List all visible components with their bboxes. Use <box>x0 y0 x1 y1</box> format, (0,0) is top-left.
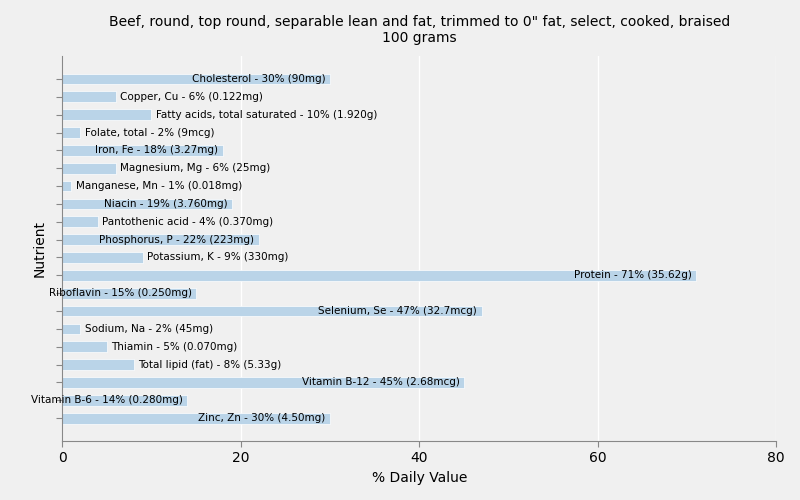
Bar <box>62 180 71 192</box>
Bar <box>62 413 330 424</box>
Text: Thiamin - 5% (0.070mg): Thiamin - 5% (0.070mg) <box>111 342 238 352</box>
Text: Potassium, K - 9% (330mg): Potassium, K - 9% (330mg) <box>147 252 289 262</box>
X-axis label: % Daily Value: % Daily Value <box>371 471 467 485</box>
Bar <box>62 306 482 316</box>
Text: Magnesium, Mg - 6% (25mg): Magnesium, Mg - 6% (25mg) <box>120 163 270 173</box>
Bar <box>62 270 696 280</box>
Text: Pantothenic acid - 4% (0.370mg): Pantothenic acid - 4% (0.370mg) <box>102 217 274 227</box>
Text: Selenium, Se - 47% (32.7mcg): Selenium, Se - 47% (32.7mcg) <box>318 306 478 316</box>
Bar <box>62 288 196 298</box>
Text: Fatty acids, total saturated - 10% (1.920g): Fatty acids, total saturated - 10% (1.92… <box>156 110 378 120</box>
Y-axis label: Nutrient: Nutrient <box>32 220 46 277</box>
Bar <box>62 252 142 263</box>
Bar <box>62 324 80 334</box>
Text: Vitamin B-6 - 14% (0.280mg): Vitamin B-6 - 14% (0.280mg) <box>31 396 182 406</box>
Bar <box>62 234 258 245</box>
Bar <box>62 395 187 406</box>
Text: Niacin - 19% (3.760mg): Niacin - 19% (3.760mg) <box>104 199 227 209</box>
Bar <box>62 92 116 102</box>
Title: Beef, round, top round, separable lean and fat, trimmed to 0" fat, select, cooke: Beef, round, top round, separable lean a… <box>109 15 730 45</box>
Text: Vitamin B-12 - 45% (2.68mcg): Vitamin B-12 - 45% (2.68mcg) <box>302 378 459 388</box>
Text: Total lipid (fat) - 8% (5.33g): Total lipid (fat) - 8% (5.33g) <box>138 360 282 370</box>
Text: Cholesterol - 30% (90mg): Cholesterol - 30% (90mg) <box>192 74 326 84</box>
Bar <box>62 360 134 370</box>
Text: Manganese, Mn - 1% (0.018mg): Manganese, Mn - 1% (0.018mg) <box>76 181 242 191</box>
Text: Phosphorus, P - 22% (223mg): Phosphorus, P - 22% (223mg) <box>99 234 254 244</box>
Bar <box>62 145 223 156</box>
Bar <box>62 74 330 85</box>
Bar <box>62 110 151 120</box>
Bar <box>62 163 116 173</box>
Bar <box>62 377 464 388</box>
Text: Folate, total - 2% (9mcg): Folate, total - 2% (9mcg) <box>85 128 214 138</box>
Bar <box>62 216 98 227</box>
Text: Riboflavin - 15% (0.250mg): Riboflavin - 15% (0.250mg) <box>49 288 192 298</box>
Text: Protein - 71% (35.62g): Protein - 71% (35.62g) <box>574 270 691 280</box>
Bar <box>62 342 107 352</box>
Text: Iron, Fe - 18% (3.27mg): Iron, Fe - 18% (3.27mg) <box>95 146 218 156</box>
Text: Copper, Cu - 6% (0.122mg): Copper, Cu - 6% (0.122mg) <box>120 92 263 102</box>
Text: Zinc, Zn - 30% (4.50mg): Zinc, Zn - 30% (4.50mg) <box>198 413 326 423</box>
Bar <box>62 198 232 209</box>
Bar <box>62 127 80 138</box>
Text: Sodium, Na - 2% (45mg): Sodium, Na - 2% (45mg) <box>85 324 213 334</box>
